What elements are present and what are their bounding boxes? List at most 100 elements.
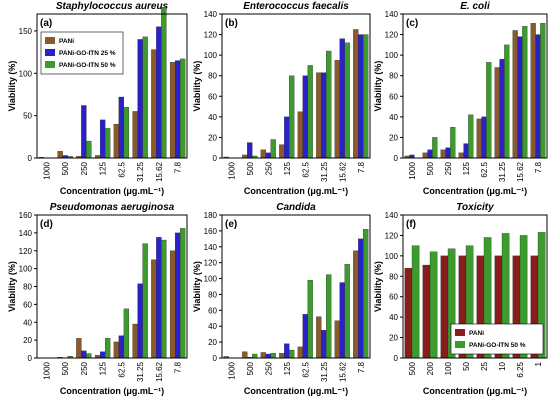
bar xyxy=(316,316,322,359)
legend-swatch xyxy=(45,49,55,56)
bar xyxy=(344,264,350,359)
bar xyxy=(422,264,431,359)
y-tick-label: 40 xyxy=(389,313,398,322)
y-tick-label: 80 xyxy=(389,72,398,81)
x-tick-label: 1000 xyxy=(408,161,417,179)
bar xyxy=(463,143,469,159)
x-tick-label: 62.5 xyxy=(480,161,489,177)
x-tick-label: 125 xyxy=(99,361,108,375)
bar xyxy=(284,343,290,359)
y-tick-label: 160 xyxy=(204,227,218,236)
x-axis-label: Concentration (μg.mL⁻¹) xyxy=(60,386,164,396)
x-tick-label: 7.8 xyxy=(534,161,543,173)
y-tick-label: 100 xyxy=(19,265,33,274)
bar xyxy=(432,137,438,159)
bar xyxy=(476,118,482,159)
bar xyxy=(156,237,162,359)
y-tick-label: 60 xyxy=(208,92,217,101)
y-tick-label: 60 xyxy=(389,293,398,302)
bar xyxy=(161,7,167,159)
y-axis-label: Viability (%) xyxy=(192,61,202,112)
bar xyxy=(458,152,464,159)
x-tick-label: 25 xyxy=(480,361,489,370)
x-tick-label: 125 xyxy=(283,161,292,175)
x-tick-label: 500 xyxy=(246,361,255,375)
y-tick-label: 100 xyxy=(19,69,33,78)
bar xyxy=(260,352,266,359)
chart-title: Staphylococcus aureus xyxy=(56,1,169,12)
bar xyxy=(540,23,546,159)
y-tick-label: 80 xyxy=(23,283,32,292)
bar xyxy=(481,116,487,159)
bar xyxy=(429,251,438,359)
bar xyxy=(123,308,130,359)
y-tick-label: 40 xyxy=(23,318,32,327)
x-tick-label: 250 xyxy=(444,161,453,175)
bar xyxy=(279,144,285,159)
bar xyxy=(517,36,523,159)
bar xyxy=(279,353,285,359)
x-tick-label: 31.25 xyxy=(498,161,507,182)
y-tick-label: 60 xyxy=(208,306,217,315)
bar xyxy=(132,323,138,359)
x-tick-label: 31.25 xyxy=(136,161,145,182)
bar xyxy=(440,255,449,359)
bar xyxy=(307,65,313,159)
x-tick-label: 50 xyxy=(462,361,471,370)
bar xyxy=(99,351,106,359)
bar xyxy=(512,30,518,159)
bar xyxy=(174,60,181,159)
x-tick-label: 125 xyxy=(462,161,471,175)
bar xyxy=(113,341,120,359)
bar xyxy=(363,229,369,359)
x-tick-label: 1000 xyxy=(227,361,236,379)
y-axis-label: Viability (%) xyxy=(373,261,383,312)
bar xyxy=(326,274,332,359)
bar xyxy=(132,111,138,159)
bar xyxy=(260,149,266,159)
bar xyxy=(404,267,413,359)
y-tick-label: 100 xyxy=(385,252,399,261)
y-tick-label: 60 xyxy=(23,300,32,309)
y-tick-label: 20 xyxy=(389,133,398,142)
bar xyxy=(316,72,322,159)
bar xyxy=(307,279,313,359)
bar xyxy=(522,26,528,159)
bar xyxy=(363,34,369,159)
x-tick-label: 62.5 xyxy=(117,361,126,377)
bar xyxy=(427,149,433,159)
y-tick-label: 40 xyxy=(389,113,398,122)
x-tick-label: 31.25 xyxy=(136,361,145,382)
bar xyxy=(179,228,186,359)
y-tick-label: 50 xyxy=(23,112,32,121)
y-tick-label: 0 xyxy=(28,354,33,363)
bar xyxy=(151,49,157,159)
bar xyxy=(99,119,106,159)
bar xyxy=(326,50,332,159)
x-tick-label: 100 xyxy=(444,361,453,375)
bar xyxy=(422,152,428,159)
y-tick-label: 100 xyxy=(204,51,218,60)
plot-frame xyxy=(402,13,548,159)
x-tick-label: 7.8 xyxy=(174,161,183,173)
y-tick-label: 160 xyxy=(19,211,33,220)
bar xyxy=(334,60,340,159)
bar xyxy=(297,111,303,159)
y-axis-label: Viability (%) xyxy=(373,61,383,112)
x-tick-label: 10 xyxy=(498,361,507,370)
legend-label: PANi-GO-ITN 25 % xyxy=(59,50,116,57)
bar xyxy=(358,238,364,359)
legend-label: PANi-GO-ITN 50 % xyxy=(469,342,526,349)
x-axis-label: Concentration (μg.mL⁻¹) xyxy=(423,186,527,196)
bar xyxy=(118,96,125,159)
panel-label: (e) xyxy=(225,219,237,230)
y-tick-label: 120 xyxy=(19,247,33,256)
bar xyxy=(450,126,456,159)
bar xyxy=(353,250,359,359)
bar xyxy=(179,58,186,159)
chart-title: Pseudomonas aeruginosa xyxy=(50,202,175,213)
x-tick-label: 62.5 xyxy=(301,361,310,377)
y-tick-label: 120 xyxy=(385,231,399,240)
bar xyxy=(339,282,345,359)
x-tick-label: 250 xyxy=(264,161,273,175)
